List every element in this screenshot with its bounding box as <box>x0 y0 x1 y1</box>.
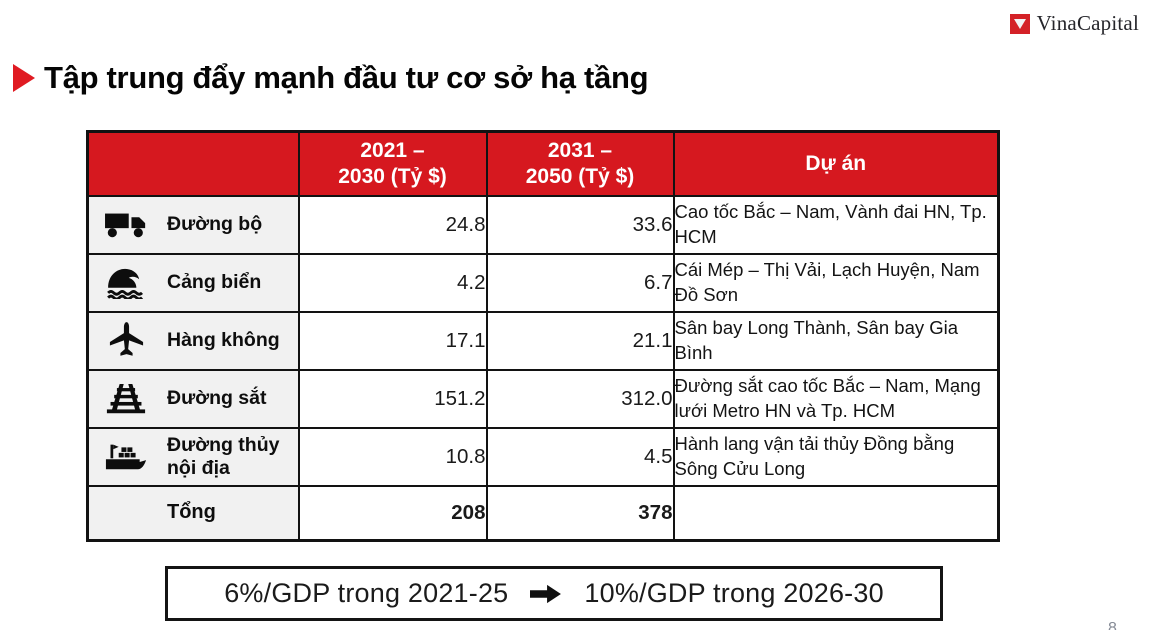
table-row-road: Đường bộ 24.8 33.6 Cao tốc Bắc – Nam, Và… <box>86 194 1000 255</box>
logo-triangle-icon <box>1013 18 1026 29</box>
category-label: Hàng không <box>167 329 280 351</box>
table-row-inland-waterway: Đường thủy nội địa 10.8 4.5 Hành lang vậ… <box>86 426 1000 487</box>
value-2031-2050: 4.5 <box>485 426 675 487</box>
gdp-left-text: 6%/GDP trong 2021-25 <box>224 578 509 608</box>
category-cell-inland-waterway: Đường thủy nội địa <box>86 426 300 487</box>
category-cell-road: Đường bộ <box>86 194 300 255</box>
category-cell-aviation: Hàng không <box>86 310 300 371</box>
header-category <box>86 130 300 197</box>
total-project-cell <box>672 484 1000 542</box>
value-2021-2030: 17.1 <box>297 310 488 371</box>
header-2031-2050: 2031 – 2050 (Tỷ $) <box>485 130 675 197</box>
value-2031-2050: 6.7 <box>485 252 675 313</box>
value-2021-2030: 151.2 <box>297 368 488 429</box>
value-2031-2050: 33.6 <box>485 194 675 255</box>
gdp-right-text: 10%/GDP trong 2026-30 <box>584 578 884 608</box>
vinacapital-logo-icon <box>1009 13 1030 34</box>
value-2031-2050: 312.0 <box>485 368 675 429</box>
title-row: Tập trung đẩy mạnh đầu tư cơ sở hạ tầng <box>13 60 1113 96</box>
table-row-railway: Đường sắt 151.2 312.0 Đường sắt cao tốc … <box>86 368 1000 429</box>
project-cell: Cái Mép – Thị Vải, Lạch Huyện, Nam Đồ Sơ… <box>672 252 1000 313</box>
wave-icon <box>99 267 153 299</box>
infrastructure-table: 2021 – 2030 (Tỷ $) 2031 – 2050 (Tỷ $) Dự… <box>86 130 1000 542</box>
right-arrow-icon <box>530 584 562 603</box>
category-cell-seaport: Cảng biển <box>86 252 300 313</box>
rail-icon <box>99 383 153 414</box>
project-cell: Đường sắt cao tốc Bắc – Nam, Mạng lưới M… <box>672 368 1000 429</box>
value-2031-2050: 21.1 <box>485 310 675 371</box>
vinacapital-logo-text: VinaCapital <box>1036 11 1139 35</box>
page-number: 8 <box>1108 620 1117 630</box>
header-2031-2050-line1: 2031 – <box>547 139 613 163</box>
category-label: Cảng biển <box>167 271 262 293</box>
vinacapital-logo: VinaCapital <box>1009 11 1139 36</box>
header-2021-2030-line1: 2021 – <box>360 139 425 163</box>
category-cell-total: Tổng <box>86 484 300 542</box>
bullet-triangle-icon <box>13 64 35 92</box>
header-2021-2030: 2021 – 2030 (Tỷ $) <box>297 130 488 197</box>
table-row-total: Tổng 208 378 <box>86 484 1000 542</box>
project-cell: Hành lang vận tải thủy Đồng bằng Sông Cử… <box>672 426 1000 487</box>
header-2021-2030-line2: 2030 (Tỷ $) <box>338 164 447 188</box>
total-label: Tổng <box>167 501 216 524</box>
gdp-callout-box: 6%/GDP trong 2021-25 10%/GDP trong 2026-… <box>165 566 943 621</box>
project-cell: Cao tốc Bắc – Nam, Vành đai HN, Tp. HCM <box>672 194 1000 255</box>
ship-icon <box>99 441 153 472</box>
category-label: Đường bộ <box>167 213 263 235</box>
value-2021-2030: 4.2 <box>297 252 488 313</box>
value-2021-2030: 24.8 <box>297 194 488 255</box>
header-projects: Dự án <box>672 130 1000 197</box>
plane-icon <box>99 321 153 360</box>
total-2021-2030: 208 <box>297 484 488 542</box>
header-2031-2050-line2: 2050 (Tỷ $) <box>525 164 635 188</box>
category-label: Đường thủy nội địa <box>167 433 280 479</box>
category-cell-railway: Đường sắt <box>86 368 300 429</box>
truck-icon <box>99 209 153 240</box>
table-row-seaport: Cảng biển 4.2 6.7 Cái Mép – Thị Vải, Lạc… <box>86 252 1000 313</box>
page-title: Tập trung đẩy mạnh đầu tư cơ sở hạ tầng <box>44 60 649 95</box>
total-2031-2050: 378 <box>485 484 675 542</box>
project-cell: Sân bay Long Thành, Sân bay Gia Bình <box>672 310 1000 371</box>
table-row-aviation: Hàng không 17.1 21.1 Sân bay Long Thành,… <box>86 310 1000 371</box>
category-label: Đường sắt <box>167 387 267 409</box>
table-header-row: 2021 – 2030 (Tỷ $) 2031 – 2050 (Tỷ $) Dự… <box>86 130 1000 197</box>
value-2021-2030: 10.8 <box>297 426 488 487</box>
